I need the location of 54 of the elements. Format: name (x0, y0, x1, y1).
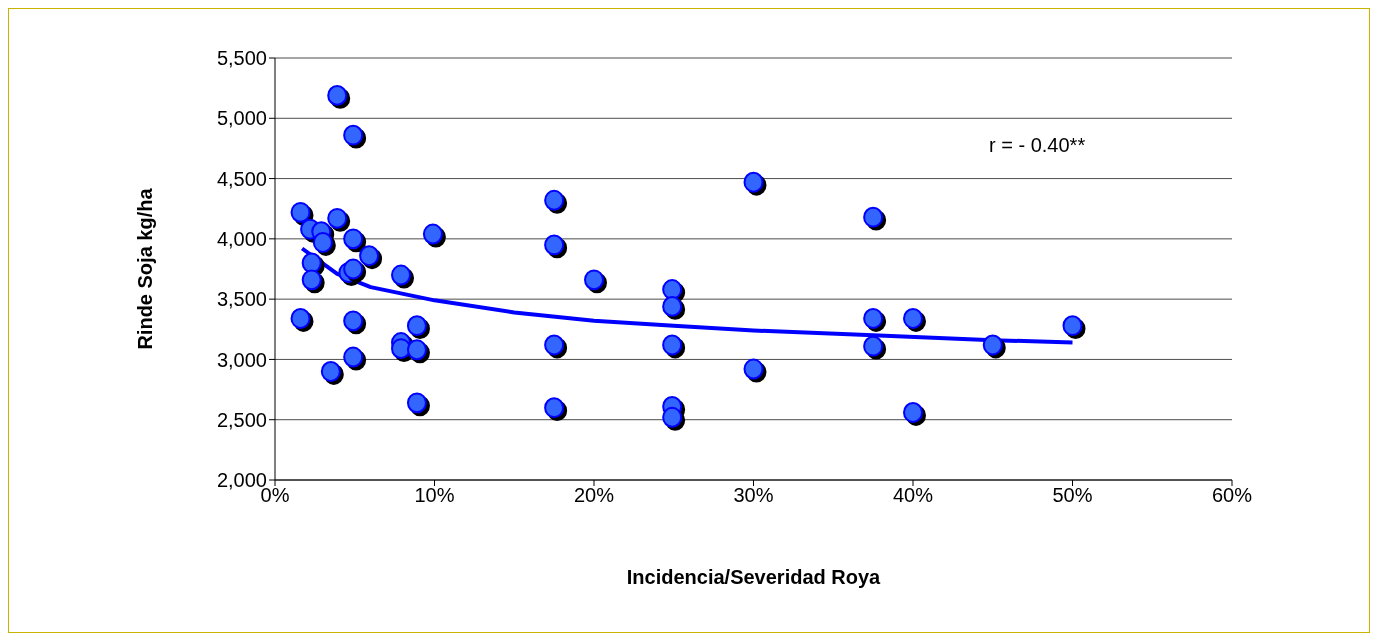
point (290, 201, 311, 223)
point (320, 361, 341, 382)
y-tick-label: 3,000 (216, 348, 267, 371)
point (406, 392, 427, 414)
y-tick-label: 2,500 (216, 408, 267, 431)
point (743, 171, 764, 193)
point (391, 338, 412, 360)
point (343, 310, 364, 332)
point (301, 252, 322, 274)
point (301, 269, 322, 291)
point (290, 307, 311, 329)
y-tick-label: 4,000 (216, 227, 267, 250)
y-tick-label: 5,500 (216, 47, 267, 70)
y-tick-label: 5,000 (216, 107, 267, 130)
point (406, 315, 427, 337)
point (743, 358, 764, 380)
y-axis-title: Rinde Soja kg/ha (134, 187, 157, 350)
point (584, 269, 604, 291)
point (662, 334, 683, 356)
x-axis-title: Incidencia/Severidad Roya (626, 566, 882, 589)
x-tick-label: 20% (573, 484, 615, 507)
point (359, 245, 380, 267)
point (544, 334, 565, 356)
annotation: r = - 0.40** (989, 134, 1086, 157)
point (422, 223, 443, 245)
x-tick-label: 50% (1052, 484, 1093, 507)
x-tick-label: 40% (892, 484, 934, 507)
point (391, 264, 412, 286)
point (662, 295, 683, 317)
point (662, 406, 683, 428)
point (544, 234, 565, 256)
y-tick-label: 3,500 (216, 288, 267, 311)
point (982, 334, 1003, 356)
point (327, 207, 348, 229)
point (1062, 315, 1083, 337)
point (863, 206, 884, 228)
x-tick-label: 30% (733, 484, 774, 507)
point (863, 335, 884, 357)
point (903, 402, 923, 423)
point (406, 339, 427, 361)
point (863, 307, 884, 329)
y-tick-label: 4,500 (216, 167, 267, 190)
point (343, 124, 364, 146)
point (343, 258, 364, 280)
point (327, 84, 348, 106)
x-tick-label: 10% (414, 484, 455, 507)
point (343, 228, 364, 250)
point (544, 397, 565, 419)
point (343, 346, 364, 368)
point (312, 232, 333, 253)
x-tick-label: 60% (1211, 484, 1253, 507)
point (662, 279, 683, 300)
point (903, 307, 923, 329)
point (544, 189, 565, 211)
